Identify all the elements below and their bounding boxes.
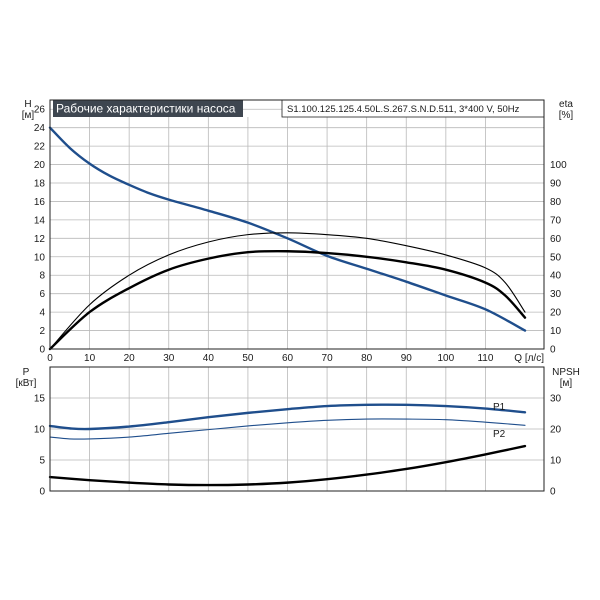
p-axis-title: P (23, 367, 30, 378)
lower-curves (48, 403, 527, 487)
eta-tick-label: 80 (550, 197, 562, 208)
h-tick-label: 16 (34, 197, 46, 208)
eta-tick-label: 30 (550, 289, 562, 300)
lower-axes: 0 5 10 15 0 10 20 30 P[кВт] NPSH[м] (16, 367, 580, 498)
h-axis-title: [м] (22, 110, 35, 121)
h-tick-label: 8 (39, 271, 45, 282)
upper-axes: 0 10 20 30 40 50 60 70 80 90 100 110024681012141618… (22, 99, 574, 364)
eta-tick-label: 40 (550, 271, 562, 282)
h-axis-title: H (24, 99, 31, 110)
h-tick-label: 12 (34, 234, 46, 245)
h-tick-label: 10 (34, 252, 46, 263)
x-tick-label: 80 (361, 353, 373, 364)
h-tick-label: 2 (39, 326, 45, 337)
h-tick-label: 6 (39, 289, 45, 300)
upper-grid (49, 108, 544, 349)
p-tick-label: 10 (34, 425, 46, 436)
npsh-axis-title: NPSH (552, 367, 580, 378)
power-p1-curve (48, 403, 527, 431)
p-tick-label: 0 (39, 487, 45, 498)
series-label-p1: P1 (493, 402, 506, 413)
x-axis-title: Q [л/с] (514, 353, 544, 364)
p-axis-title: [кВт] (16, 378, 37, 389)
x-tick-label: 0 (47, 353, 53, 364)
x-tick-label: 10 (84, 353, 96, 364)
model-label: S1.100.125.125.4.50L.S.267.S.N.D.511, 3*… (287, 104, 520, 115)
npsh-tick-label: 20 (550, 425, 562, 436)
h-tick-label: 14 (34, 215, 46, 226)
eta-tick-label: 10 (550, 326, 562, 337)
x-tick-label: 50 (242, 353, 254, 364)
upper-plot-frame (49, 99, 545, 350)
power-p2-curve (49, 418, 526, 440)
npsh-curve (48, 444, 527, 487)
x-tick-label: 70 (322, 353, 334, 364)
chart-title-background (53, 100, 243, 117)
eta-axis-title: [%] (559, 110, 574, 121)
series-label-p2: P2 (493, 429, 506, 440)
npsh-tick-label: 30 (550, 394, 562, 405)
eta-tick-label: 50 (550, 252, 562, 263)
h-tick-label: 24 (34, 123, 46, 134)
h-tick-label: 0 (39, 345, 45, 356)
p-tick-label: 15 (34, 394, 46, 405)
x-tick-label: 20 (124, 353, 136, 364)
eta-tick-label: 60 (550, 234, 562, 245)
lower-plot-frame (49, 366, 545, 492)
chart-title: Рабочие характеристики насоса (56, 102, 236, 116)
x-tick-label: 30 (163, 353, 175, 364)
h-tick-label: 18 (34, 179, 46, 190)
eta-tick-label: 0 (550, 345, 556, 356)
eta-tick-label: 100 (550, 160, 567, 171)
eta-tick-label: 20 (550, 308, 562, 319)
x-tick-label: 90 (401, 353, 413, 364)
p-tick-label: 5 (39, 456, 45, 467)
x-tick-label: 100 (437, 353, 454, 364)
npsh-tick-label: 10 (550, 456, 562, 467)
h-tick-label: 22 (34, 142, 46, 153)
npsh-axis-title: [м] (560, 378, 573, 389)
eta-axis-title: eta (559, 99, 573, 110)
h-tick-label: 4 (39, 308, 45, 319)
eta-tick-label: 90 (550, 179, 562, 190)
upper-curves (48, 126, 527, 351)
npsh-tick-label: 0 (550, 487, 556, 498)
efficiency-curve-1 (49, 232, 526, 350)
h-tick-label: 20 (34, 160, 46, 171)
efficiency-curve-2 (48, 249, 527, 351)
head-curve (48, 126, 527, 332)
h-tick-label: 26 (34, 105, 46, 116)
x-tick-label: 110 (477, 353, 493, 364)
lower-grid (49, 367, 544, 491)
eta-tick-label: 70 (550, 215, 562, 226)
x-tick-label: 60 (282, 353, 294, 364)
x-tick-label: 40 (203, 353, 215, 364)
